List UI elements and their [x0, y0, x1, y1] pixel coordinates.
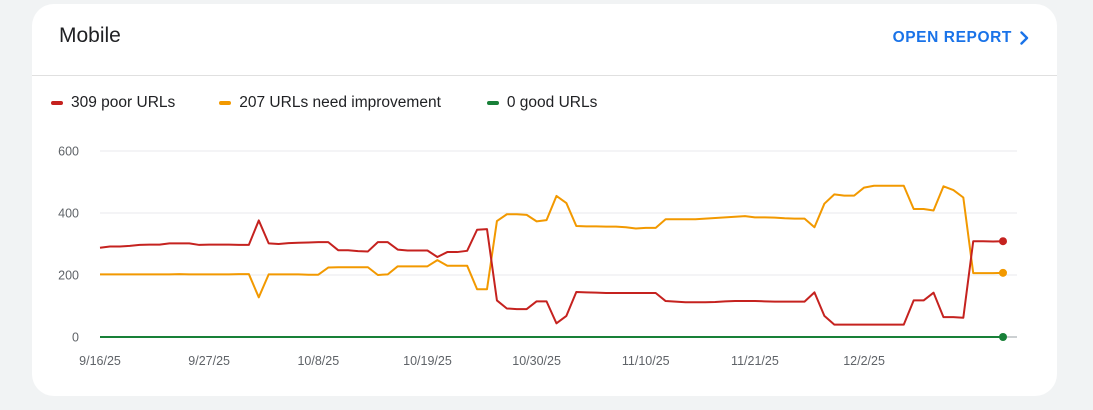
chart-legend: 309 poor URLs 207 URLs need improvement …: [51, 94, 597, 112]
series-end-marker-2: [999, 333, 1007, 341]
series-end-marker-0: [999, 237, 1007, 246]
mobile-report-card: Mobile OPEN REPORT 309 poor URLs 207 URL…: [32, 4, 1057, 396]
card-header: Mobile OPEN REPORT: [32, 4, 1057, 76]
y-tick-label: 400: [58, 207, 79, 221]
legend-swatch-need-improvement: [219, 101, 232, 105]
series-line-1: [100, 184, 1004, 299]
chevron-right-icon: [1020, 31, 1029, 45]
x-tick-label: 9/27/25: [188, 354, 230, 368]
x-tick-label: 10/30/25: [512, 354, 561, 368]
y-tick-label: 200: [58, 269, 79, 283]
x-tick-label: 10/19/25: [403, 354, 452, 368]
x-tick-label: 11/10/25: [622, 354, 670, 368]
legend-label-good: 0 good URLs: [506, 94, 598, 111]
legend-swatch-poor: [51, 101, 63, 105]
x-tick-label: 12/2/25: [843, 354, 885, 368]
series-end-marker-1: [999, 268, 1007, 277]
legend-item-need-improvement[interactable]: 207 URLs need improvement: [219, 94, 441, 112]
legend-item-good[interactable]: 0 good URLs: [486, 94, 598, 112]
legend-swatch-good: [486, 101, 499, 105]
legend-label-need-improvement: 207 URLs need improvement: [239, 94, 441, 111]
x-tick-label: 9/16/25: [79, 354, 121, 368]
y-tick-label: 0: [72, 331, 79, 345]
card-title: Mobile: [59, 24, 121, 47]
open-report-label: OPEN REPORT: [892, 29, 1012, 46]
x-tick-label: 11/21/25: [731, 354, 779, 368]
legend-label-poor: 309 poor URLs: [71, 94, 176, 111]
y-tick-label: 600: [58, 145, 79, 159]
open-report-button[interactable]: OPEN REPORT: [893, 29, 1029, 47]
x-tick-label: 10/8/25: [297, 354, 339, 368]
url-status-line-chart: 0 200 400 600 9/16/25 9/27/25 10/8/25 10/19/25 1…: [58, 145, 1017, 368]
legend-item-poor[interactable]: 309 poor URLs: [51, 94, 175, 112]
series-line-0: [99, 219, 1004, 326]
